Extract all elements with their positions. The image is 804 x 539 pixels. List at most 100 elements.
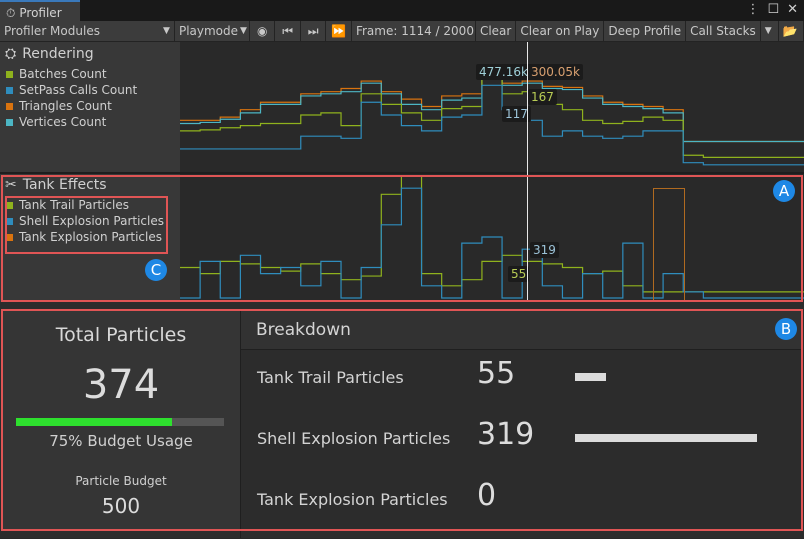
tank-effects-title: Tank Effects [22, 177, 107, 193]
tank-explosion-spike [653, 188, 685, 300]
rendering-icon: ⛭ [5, 46, 17, 62]
frame-cursor[interactable] [527, 42, 528, 302]
budget-label: Particle Budget [75, 474, 167, 488]
tab-title: Profiler [19, 6, 62, 20]
modules-label: Profiler Modules [4, 24, 100, 38]
tooltip-batches: 167 [528, 89, 557, 105]
legend-item[interactable]: Shell Explosion Particles [6, 213, 180, 229]
budget-bar [16, 418, 224, 426]
close-icon[interactable]: ✕ [787, 2, 798, 17]
legend-swatch [6, 217, 13, 225]
breakdown-header: Breakdown [241, 310, 801, 350]
series-triangles [180, 72, 804, 143]
breakdown-row: Shell Explosion Particles 319 [241, 417, 801, 478]
profiler-modules-dropdown[interactable]: Profiler Modules ▼ [0, 21, 175, 41]
deep-profile-button[interactable]: Deep Profile [604, 21, 687, 41]
legend-swatch [6, 70, 13, 78]
tooltip-shell: 319 [530, 242, 559, 258]
row-label: Tank Trail Particles [257, 368, 404, 387]
last-frame-button[interactable]: ⏩ [326, 21, 352, 41]
record-button[interactable]: ◉ [249, 21, 276, 41]
legend-swatch [6, 102, 13, 110]
folder-open-icon: 📂 [782, 24, 798, 38]
highlight-c [5, 196, 168, 254]
legend-item[interactable]: Batches Count [6, 66, 180, 82]
legend-item[interactable]: SetPass Calls Count [6, 82, 180, 98]
load-button[interactable]: 📂 [778, 21, 804, 41]
legend-swatch [6, 118, 13, 126]
chevron-down-icon: ▼ [163, 26, 170, 36]
stopwatch-icon: ⏱ [6, 5, 16, 20]
legend-item[interactable]: Tank Explosion Particles [6, 229, 180, 245]
highlight-b [1, 309, 803, 531]
legend-label: Tank Trail Particles [19, 198, 129, 212]
total-title: Total Particles [55, 324, 187, 346]
next-frame-button[interactable]: ⏭ [300, 21, 327, 41]
row-label: Shell Explosion Particles [257, 429, 451, 448]
tooltip-setpass: 117 [502, 106, 531, 122]
legend-swatch [6, 201, 13, 209]
legend-label: SetPass Calls Count [19, 83, 138, 97]
legend-label: Shell Explosion Particles [19, 214, 165, 228]
legend-item[interactable]: Vertices Count [6, 114, 180, 130]
tooltip-trail: 55 [508, 266, 530, 282]
marker-b: B [775, 318, 797, 340]
legend-label: Vertices Count [19, 115, 107, 129]
row-value: 319 [477, 417, 535, 452]
breakdown-title: Breakdown [256, 320, 351, 340]
legend-swatch [6, 233, 13, 241]
row-bar [575, 373, 607, 381]
marker-a: A [773, 180, 795, 202]
budget-bar-fill [16, 418, 172, 426]
chevron-down-icon: ▼ [764, 26, 772, 36]
call-stacks-dropdown[interactable]: ▼ [760, 21, 779, 41]
series-shell [180, 187, 804, 299]
legend-item[interactable]: Tank Trail Particles [6, 197, 180, 213]
legend-item[interactable]: Triangles Count [6, 98, 180, 114]
row-value: 0 [477, 478, 497, 513]
frame-counter: Frame: 1114 / 2000 [351, 21, 476, 41]
tab-profiler[interactable]: ⏱ Profiler [0, 0, 80, 21]
series-setpass [180, 84, 804, 166]
rendering-title: Rendering [22, 46, 94, 62]
highlight-a [1, 175, 803, 302]
tooltip-triangles: 300.05k [528, 64, 583, 80]
step-back-icon: ⏮ [282, 23, 294, 38]
tools-icon: ✂ [5, 177, 17, 193]
breakdown-row: Tank Explosion Particles 0 [241, 478, 801, 539]
kebab-icon[interactable]: ⋮ [746, 2, 760, 17]
rendering-graph[interactable]: 477.16k 300.05k 167 117 [180, 42, 804, 172]
tooltip-vertices: 477.16k [476, 64, 531, 80]
budget-usage: 75% Budget Usage [49, 432, 193, 450]
chevron-down-icon: ▼ [240, 26, 247, 36]
series-vertices [180, 74, 804, 143]
budget-value: 500 [101, 494, 141, 518]
step-forward-icon: ⏭ [307, 23, 319, 38]
tank-effects-graph[interactable]: 319 55 [180, 174, 804, 302]
tank-effects-module-panel[interactable]: ✂ Tank Effects Tank Trail Particles Shell … [0, 174, 180, 302]
legend-label: Tank Explosion Particles [19, 230, 162, 244]
legend-swatch [6, 86, 13, 94]
breakdown-row: Tank Trail Particles 55 [241, 356, 801, 417]
row-label: Tank Explosion Particles [257, 490, 448, 509]
tank-effects-chart [180, 175, 804, 299]
clear-button[interactable]: Clear [475, 21, 517, 41]
clear-on-play-button[interactable]: Clear on Play [516, 21, 605, 41]
legend-label: Triangles Count [19, 99, 112, 113]
playmode-dropdown[interactable]: Playmode ▼ [174, 21, 250, 41]
row-value: 55 [477, 356, 516, 391]
total-particles-panel: Total Particles 374 75% Budget Usage Par… [2, 310, 240, 530]
call-stacks-button[interactable]: Call Stacks [686, 21, 761, 41]
rendering-module-panel[interactable]: ⛭ Rendering Batches Count SetPass Calls Co… [0, 42, 180, 172]
record-icon: ◉ [256, 24, 268, 38]
fast-forward-icon: ⏩ [331, 24, 347, 38]
series-batches [180, 78, 804, 159]
rendering-chart [180, 72, 804, 166]
target-label: Playmode [178, 24, 239, 38]
row-bar [575, 434, 758, 442]
total-value: 374 [82, 362, 160, 408]
first-frame-button[interactable]: ⏮ [275, 21, 301, 41]
legend-label: Batches Count [19, 67, 107, 81]
marker-c: C [145, 259, 167, 281]
maximize-icon[interactable]: ☐ [767, 2, 780, 17]
